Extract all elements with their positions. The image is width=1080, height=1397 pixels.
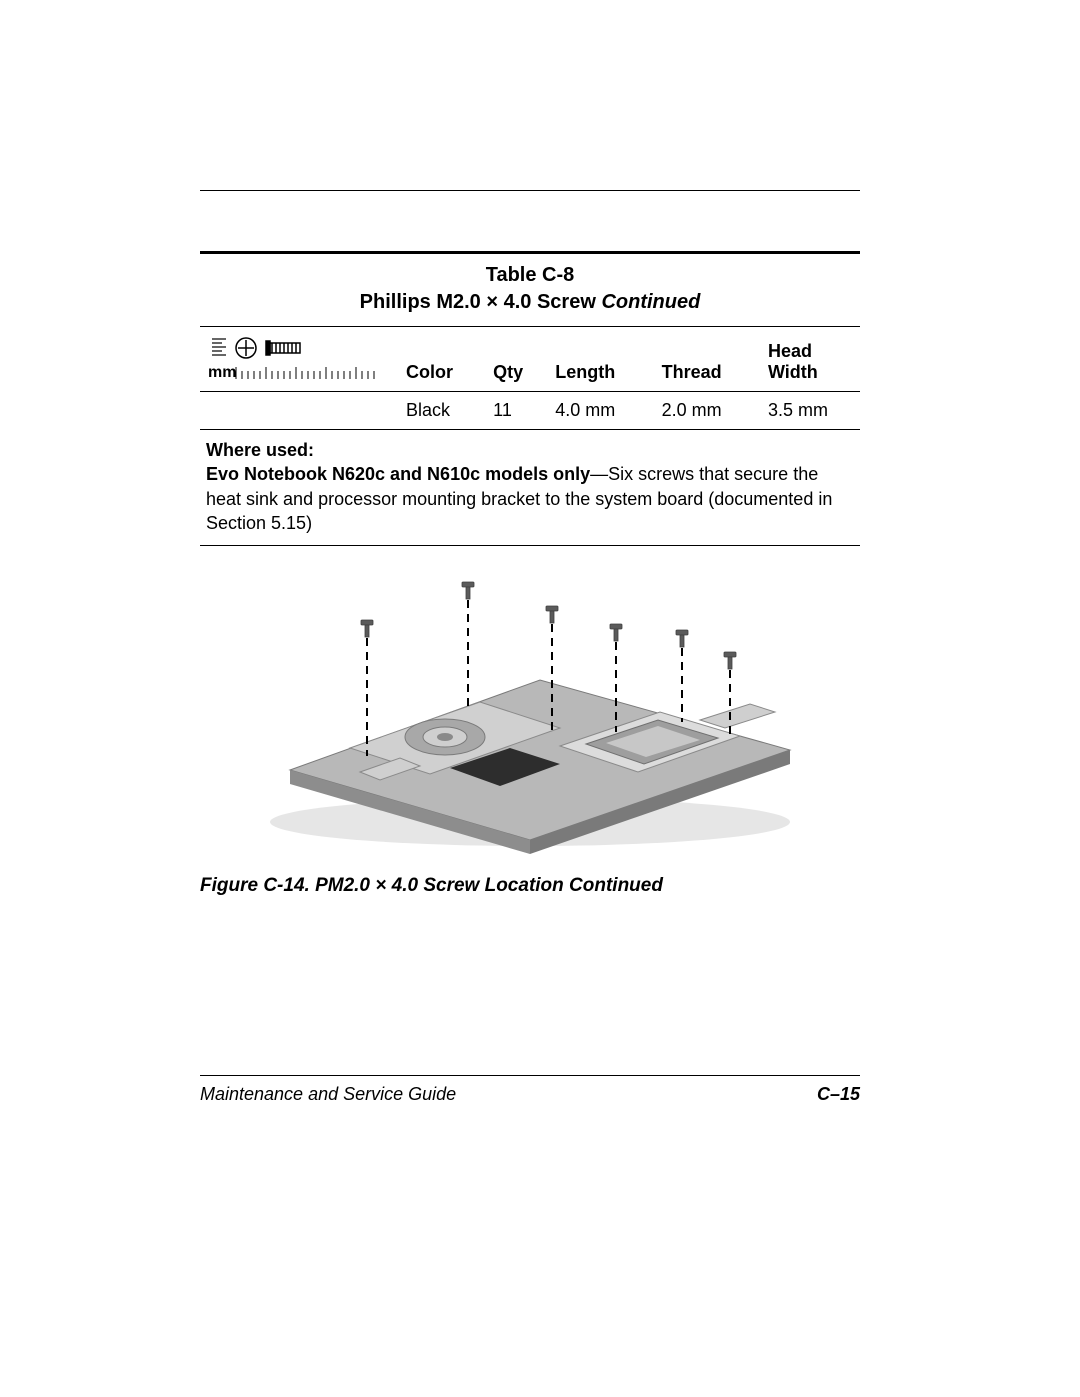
where-used-models: Evo Notebook N620c and N610c models only (206, 464, 590, 484)
cell-qty: 11 (487, 392, 549, 430)
cell-color: Black (400, 392, 487, 430)
where-used-label: Where used: (206, 440, 314, 460)
table-title-main: Phillips M2.0 × 4.0 Screw (360, 291, 596, 313)
col-head-width: Head Width (762, 327, 860, 392)
ruler-icon-cell: mm (200, 327, 400, 392)
figure-caption: Figure C-14. PM2.0 × 4.0 Screw Location … (200, 875, 860, 897)
footer-doc-title: Maintenance and Service Guide (200, 1084, 456, 1105)
cell-length: 4.0 mm (549, 392, 655, 430)
head-width-l1: Head (768, 341, 812, 361)
page-footer: Maintenance and Service Guide C–15 (200, 1075, 860, 1105)
table-number: Table C-8 (200, 254, 860, 291)
table-block: Table C-8 Phillips M2.0 × 4.0 Screw Cont… (200, 251, 860, 546)
figure-illustration (230, 560, 830, 860)
head-width-l2: Width (768, 362, 818, 382)
mm-label: mm (208, 364, 236, 381)
table-data-row: Black 11 4.0 mm 2.0 mm 3.5 mm (200, 392, 860, 430)
where-used-row: Where used: Evo Notebook N620c and N610c… (200, 430, 860, 546)
col-color: Color (400, 327, 487, 392)
cell-head-width: 3.5 mm (762, 392, 860, 430)
table-header-row: mm (200, 327, 860, 392)
footer-rule (200, 1075, 860, 1076)
table-title: Phillips M2.0 × 4.0 Screw Continued (200, 291, 860, 326)
col-thread: Thread (656, 327, 762, 392)
table-title-suffix: Continued (601, 291, 700, 313)
top-rule (200, 190, 860, 191)
cell-thread: 2.0 mm (656, 392, 762, 430)
page-content: Table C-8 Phillips M2.0 × 4.0 Screw Cont… (200, 190, 860, 897)
spec-table: mm (200, 326, 860, 546)
col-length: Length (549, 327, 655, 392)
col-qty: Qty (487, 327, 549, 392)
measurement-icons: mm (206, 335, 386, 383)
footer-page-number: C–15 (817, 1084, 860, 1105)
figure-wrap: Figure C-14. PM2.0 × 4.0 Screw Location … (200, 560, 860, 897)
